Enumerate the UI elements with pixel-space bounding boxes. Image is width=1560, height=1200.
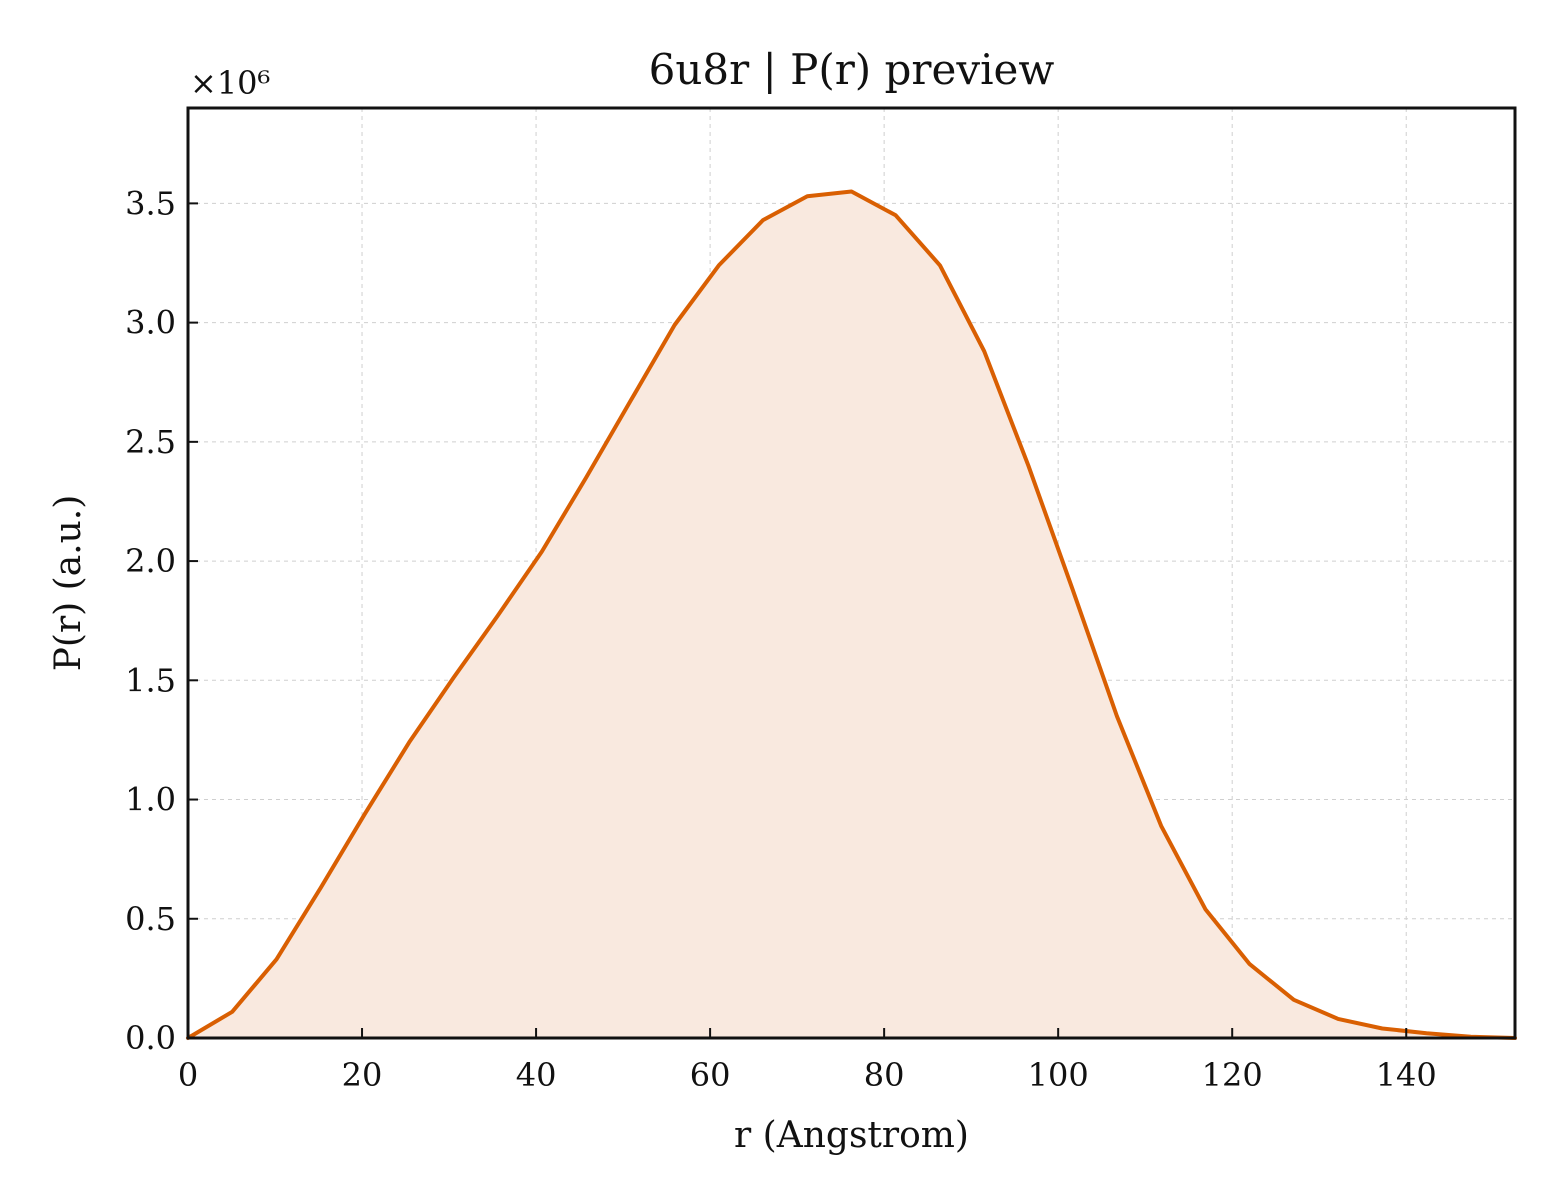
x-tick-label: 0 xyxy=(178,1056,198,1094)
x-tick-label: 80 xyxy=(864,1056,905,1094)
y-tick-label: 1.5 xyxy=(125,661,176,699)
y-tick-label: 0.0 xyxy=(125,1019,176,1057)
y-tick-label: 3.5 xyxy=(125,184,176,222)
y-tick-label: 2.5 xyxy=(125,423,176,461)
y-tick-label: 1.0 xyxy=(125,781,176,819)
y-tick-label: 2.0 xyxy=(125,542,176,580)
x-tick-label: 60 xyxy=(690,1056,731,1094)
series-area-fill xyxy=(188,191,1515,1038)
chart-title: 6u8r | P(r) preview xyxy=(649,45,1055,94)
x-tick-label: 100 xyxy=(1028,1056,1089,1094)
x-axis-label: r (Angstrom) xyxy=(734,1115,969,1156)
plot-frame xyxy=(186,106,1517,1040)
x-tick-label: 20 xyxy=(342,1056,383,1094)
y-tick-label: 0.5 xyxy=(125,900,176,938)
series-line xyxy=(186,189,1517,1040)
y-scale-multiplier: ×10⁶ xyxy=(190,64,270,102)
axis-ticks: 0 20 40 60 80 100 120 140 0.0 0.5 1.0 1.5 2.0 2.5 3.0 3… xyxy=(125,184,1437,1094)
y-axis-label: P(r) (a.u.) xyxy=(48,495,89,672)
x-tick-label: 40 xyxy=(516,1056,557,1094)
y-tick-label: 3.0 xyxy=(125,304,176,342)
x-tick-label: 140 xyxy=(1376,1056,1437,1094)
x-tick-label: 120 xyxy=(1202,1056,1263,1094)
